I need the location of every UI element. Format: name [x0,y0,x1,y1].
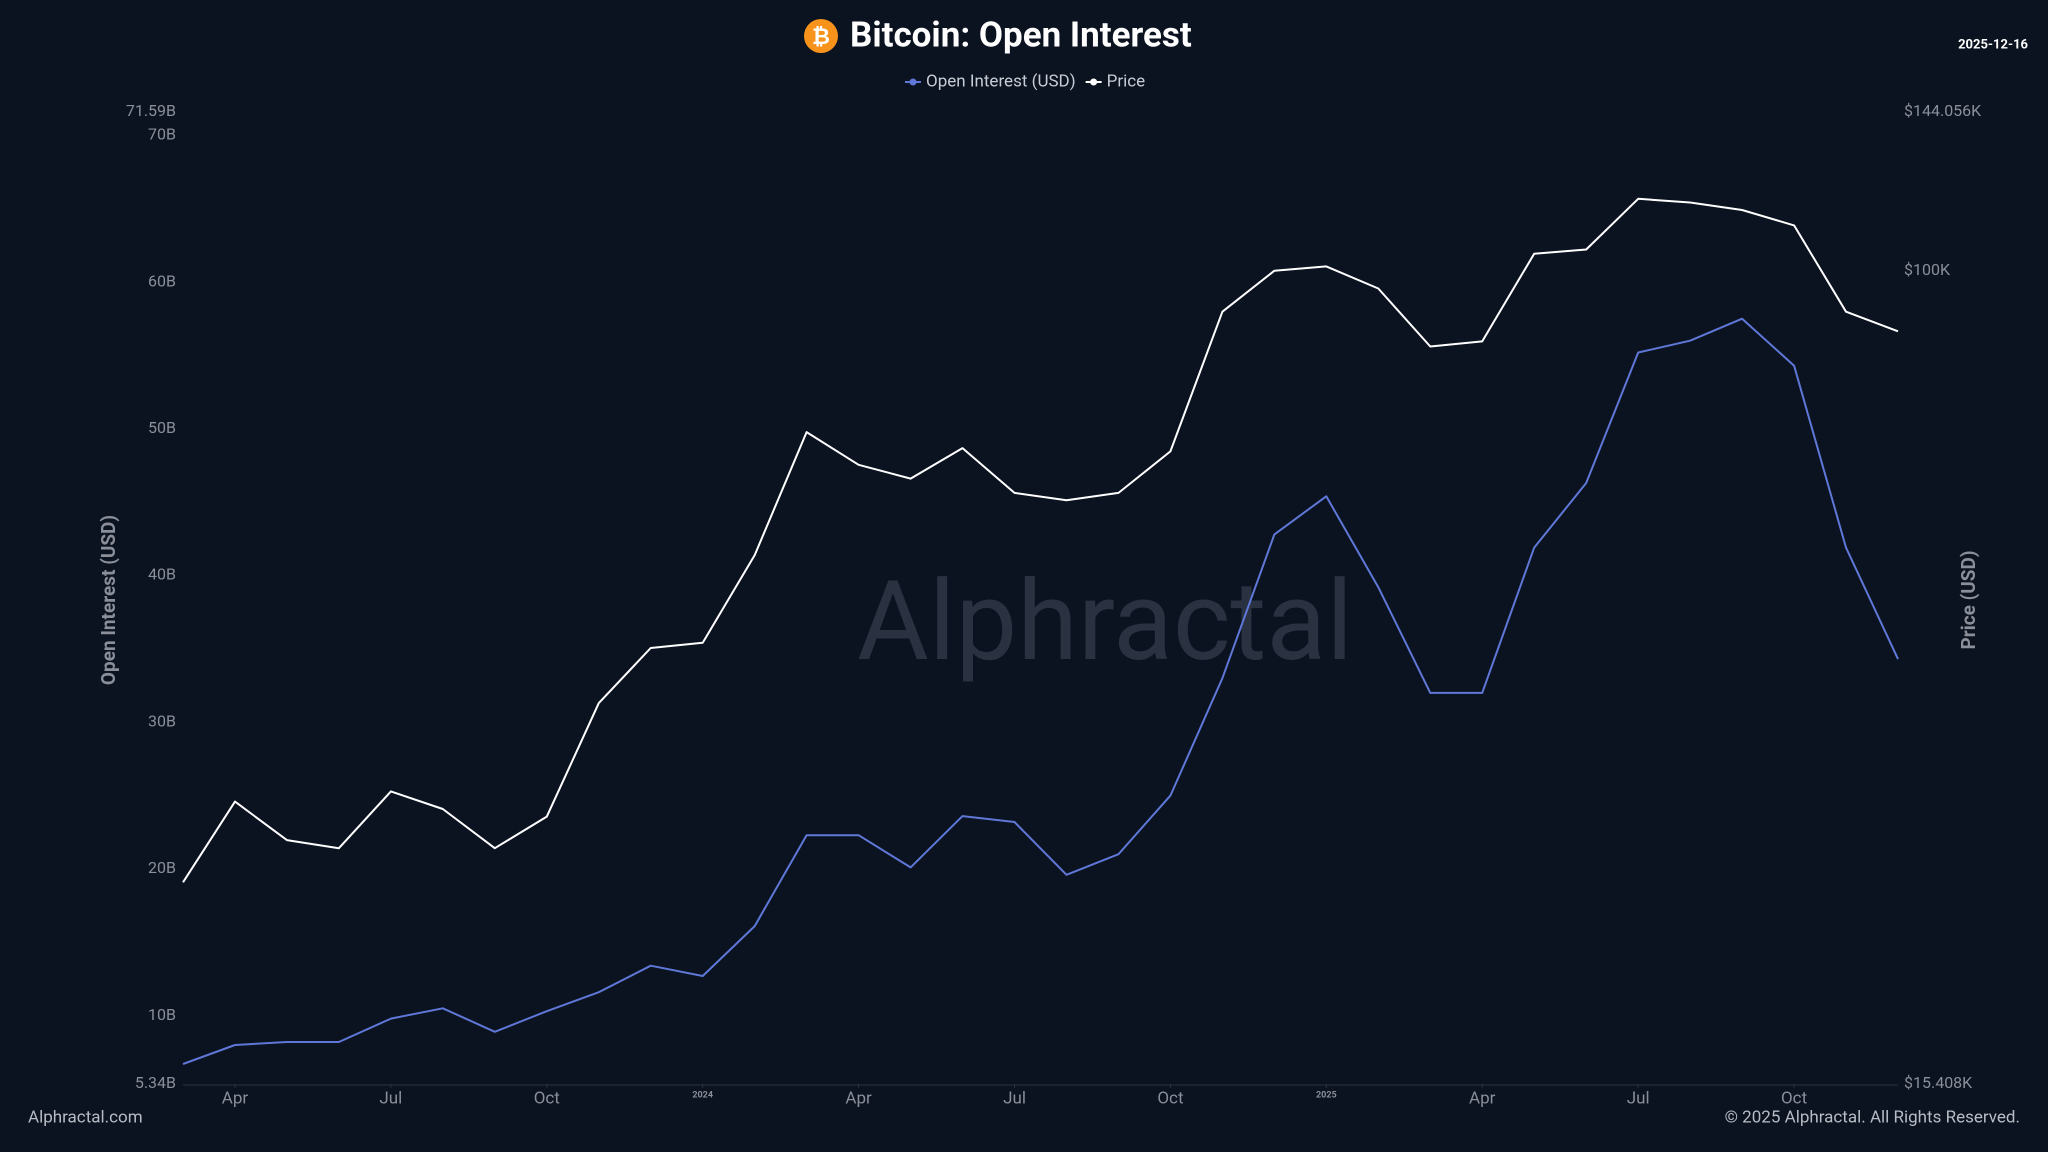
y-tick-label: 71.59B [126,101,176,120]
legend-marker [909,78,917,86]
y2-axis-title: Price (USD) [1957,551,1980,650]
series-line [182,197,1899,883]
y-tick-label: 20B [148,858,176,877]
legend-marker [1090,78,1098,86]
y-axis-title: Open Interest (USD) [97,515,120,685]
y-tick-label: 10B [148,1005,176,1024]
x-tick-label: 2024 [692,1090,713,1100]
y-tick-label: 60B [148,271,176,290]
x-tick-label: Jul [379,1088,402,1108]
legend-label: Open Interest (USD) [926,71,1076,91]
chart-title: Bitcoin: Open Interest [850,14,1192,55]
y2-tick-label: $144.056K [1904,101,1982,120]
x-tick-label: Oct [1781,1088,1807,1108]
x-tick-label: Apr [845,1088,872,1108]
y2-tick-label: $100K [1904,260,1951,279]
x-tick-label: 2025 [1316,1090,1337,1100]
footer-left: Alphractal.com [28,1107,143,1127]
x-tick-label: Apr [222,1088,249,1108]
x-tick-label: Jul [1003,1088,1026,1108]
y-tick-label: 5.34B [135,1073,176,1092]
y-tick-label: 70B [148,125,176,144]
svg-text:₿: ₿ [812,25,830,50]
watermark: Alphractal [857,557,1353,686]
title-icon: ₿ [804,19,838,53]
x-tick-label: Oct [534,1088,560,1108]
legend-label: Price [1107,71,1146,91]
footer-right: © 2025 Alphractal. All Rights Reserved. [1725,1107,2020,1127]
series-line [182,317,1899,1065]
chart-date: 2025-12-16 [1958,37,2028,52]
x-tick-label: Jul [1627,1088,1650,1108]
x-tick-label: Apr [1469,1088,1496,1108]
y-tick-label: 50B [148,418,176,437]
x-tick-label: Oct [1157,1088,1183,1108]
y2-tick-label: $15.408K [1904,1073,1973,1092]
y-tick-label: 30B [148,711,176,730]
y-tick-label: 40B [148,565,176,584]
